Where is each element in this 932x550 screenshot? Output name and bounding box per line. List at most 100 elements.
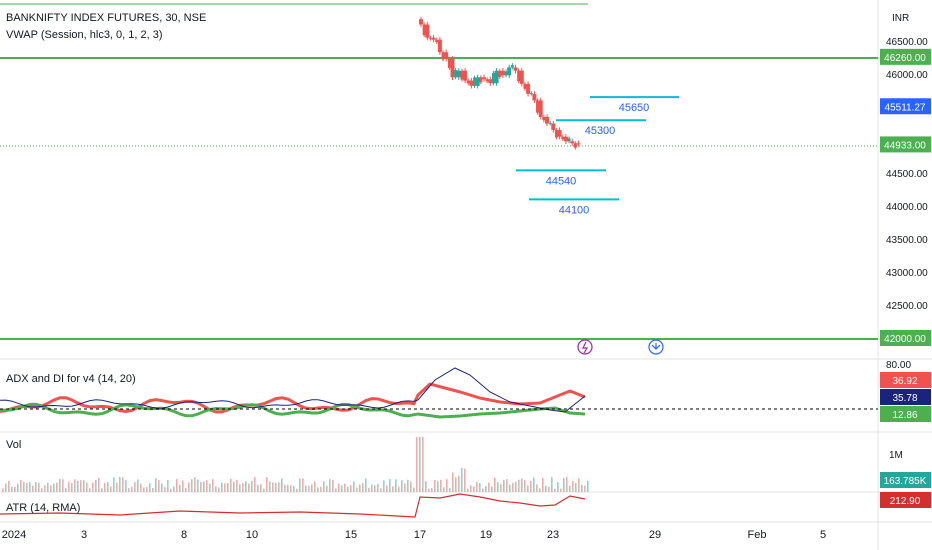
volume-bar bbox=[560, 488, 562, 492]
candle-body[interactable] bbox=[500, 70, 505, 76]
volume-bar bbox=[263, 488, 265, 492]
candle-body[interactable] bbox=[532, 93, 537, 101]
candle-body[interactable] bbox=[526, 83, 531, 94]
volume-bar bbox=[359, 484, 361, 492]
volume-bar bbox=[164, 486, 166, 492]
candle-body[interactable] bbox=[437, 39, 442, 53]
candle-body[interactable] bbox=[561, 136, 565, 140]
atr-badge-bg bbox=[880, 492, 931, 508]
candle-body[interactable] bbox=[450, 58, 455, 78]
candle-body[interactable] bbox=[485, 79, 489, 82]
volume-bar bbox=[182, 480, 184, 492]
candle-body[interactable] bbox=[466, 80, 470, 84]
candle-body[interactable] bbox=[548, 122, 552, 124]
time-axis[interactable]: 2024 3 8 10 15 17 19 23 29 Feb 5 bbox=[2, 529, 826, 541]
candle-body[interactable] bbox=[519, 70, 524, 84]
candle-body[interactable] bbox=[491, 73, 495, 84]
candle-body[interactable] bbox=[504, 71, 508, 76]
candle-body[interactable] bbox=[441, 52, 445, 60]
volume-bar bbox=[317, 487, 319, 492]
volume-bar bbox=[221, 482, 223, 492]
candle-body[interactable] bbox=[567, 138, 571, 142]
candle-body[interactable] bbox=[510, 65, 514, 68]
candlestick-series[interactable] bbox=[419, 16, 581, 150]
volume-bar bbox=[518, 479, 520, 492]
candle-body[interactable] bbox=[517, 70, 521, 82]
volume-bar bbox=[158, 480, 160, 492]
volume-bar bbox=[92, 482, 94, 492]
adx-series bbox=[0, 367, 586, 419]
volume-bar bbox=[437, 481, 439, 492]
volume-bar bbox=[191, 479, 193, 492]
candle-body[interactable] bbox=[473, 77, 477, 86]
volume-bar bbox=[554, 488, 556, 492]
candle-body[interactable] bbox=[454, 70, 458, 78]
candle-body[interactable] bbox=[447, 58, 451, 69]
candle-body[interactable] bbox=[460, 70, 464, 80]
volume-bar bbox=[227, 483, 229, 492]
candle-body[interactable] bbox=[435, 39, 439, 42]
candle-body[interactable] bbox=[513, 67, 518, 71]
volume-bar bbox=[506, 479, 508, 492]
candle-body[interactable] bbox=[529, 93, 533, 95]
candle-body[interactable] bbox=[463, 70, 468, 81]
adx-badge: 12.86 bbox=[892, 410, 917, 421]
candle-body[interactable] bbox=[482, 77, 486, 80]
candle-body[interactable] bbox=[425, 24, 430, 38]
candle-body[interactable] bbox=[557, 130, 562, 137]
candle-body[interactable] bbox=[570, 141, 575, 144]
level-label: 45300 bbox=[585, 125, 616, 137]
candle-body[interactable] bbox=[551, 123, 556, 131]
candle-body[interactable] bbox=[498, 70, 502, 77]
volume-bar bbox=[170, 488, 172, 492]
volume-bar bbox=[413, 487, 415, 492]
vol-axis-tick: 1M bbox=[889, 450, 903, 461]
candle-body[interactable] bbox=[488, 79, 493, 84]
candle-body[interactable] bbox=[507, 67, 512, 76]
volume-bar bbox=[326, 485, 328, 492]
volume-bar bbox=[125, 480, 127, 492]
adx-badge: 35.78 bbox=[892, 393, 917, 404]
time-tick-label: 10 bbox=[246, 529, 258, 541]
adx-badge-bg bbox=[880, 406, 931, 422]
volume-bar bbox=[149, 483, 151, 492]
candle-body[interactable] bbox=[428, 37, 432, 39]
candle-body[interactable] bbox=[444, 52, 449, 59]
volume-bar bbox=[449, 488, 451, 492]
candle-body[interactable] bbox=[573, 143, 577, 148]
volume-bar bbox=[530, 481, 532, 492]
volume-bar bbox=[50, 485, 52, 492]
candle-body[interactable] bbox=[475, 77, 480, 86]
volume-bar bbox=[401, 480, 403, 492]
volume-bar bbox=[29, 482, 31, 492]
volume-bar bbox=[35, 482, 37, 492]
candle-body[interactable] bbox=[431, 37, 436, 40]
volume-bar bbox=[44, 485, 46, 492]
currency-label[interactable]: INR bbox=[892, 13, 909, 24]
candle-body[interactable] bbox=[545, 116, 549, 124]
candle-body[interactable] bbox=[554, 130, 558, 138]
volume-bar bbox=[248, 483, 250, 492]
candle-body[interactable] bbox=[538, 100, 543, 117]
candle-body[interactable] bbox=[523, 83, 527, 89]
candle-body[interactable] bbox=[469, 80, 474, 86]
candle-body[interactable] bbox=[576, 143, 581, 145]
volume-bar bbox=[188, 482, 190, 492]
candle-body[interactable] bbox=[494, 70, 499, 84]
candle-body[interactable] bbox=[419, 19, 423, 25]
volume-bar bbox=[197, 479, 199, 492]
volume-bar bbox=[458, 475, 460, 492]
vwap-indicator-label[interactable]: VWAP (Session, hlc3, 0, 1, 2, 3) bbox=[6, 29, 163, 41]
candle-body[interactable] bbox=[456, 70, 461, 78]
price-axis[interactable]: 46500.0046000.0045500.0045000.0044500.00… bbox=[886, 37, 928, 312]
candle-body[interactable] bbox=[542, 116, 546, 121]
volume-bar bbox=[272, 482, 274, 492]
candle-body[interactable] bbox=[479, 77, 483, 83]
candle-body[interactable] bbox=[422, 24, 426, 36]
candle-body[interactable] bbox=[536, 100, 540, 113]
candle-body[interactable] bbox=[563, 136, 568, 142]
volume-bar bbox=[215, 486, 217, 492]
volume-bar bbox=[230, 478, 232, 492]
event-flash-icon[interactable] bbox=[577, 339, 593, 355]
